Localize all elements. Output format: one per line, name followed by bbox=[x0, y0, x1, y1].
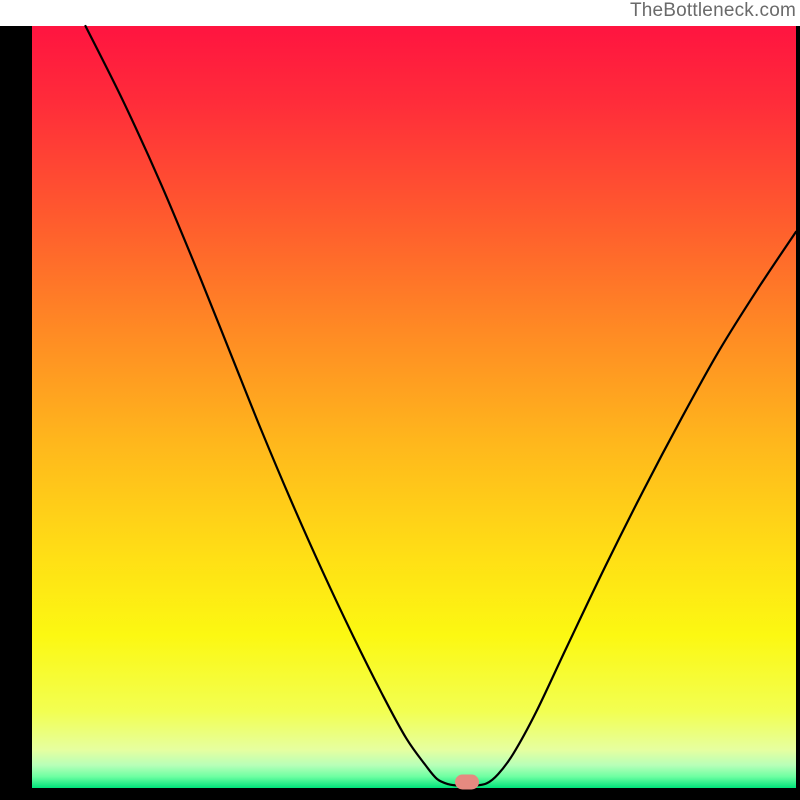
axis-border-left bbox=[0, 26, 32, 800]
optimal-point-marker bbox=[455, 774, 479, 789]
plot-background-gradient bbox=[32, 26, 796, 788]
axis-border-bottom bbox=[0, 788, 800, 800]
watermark-text: TheBottleneck.com bbox=[630, 0, 796, 22]
axis-border-right bbox=[796, 26, 800, 788]
chart-container: TheBottleneck.com bbox=[0, 0, 800, 800]
